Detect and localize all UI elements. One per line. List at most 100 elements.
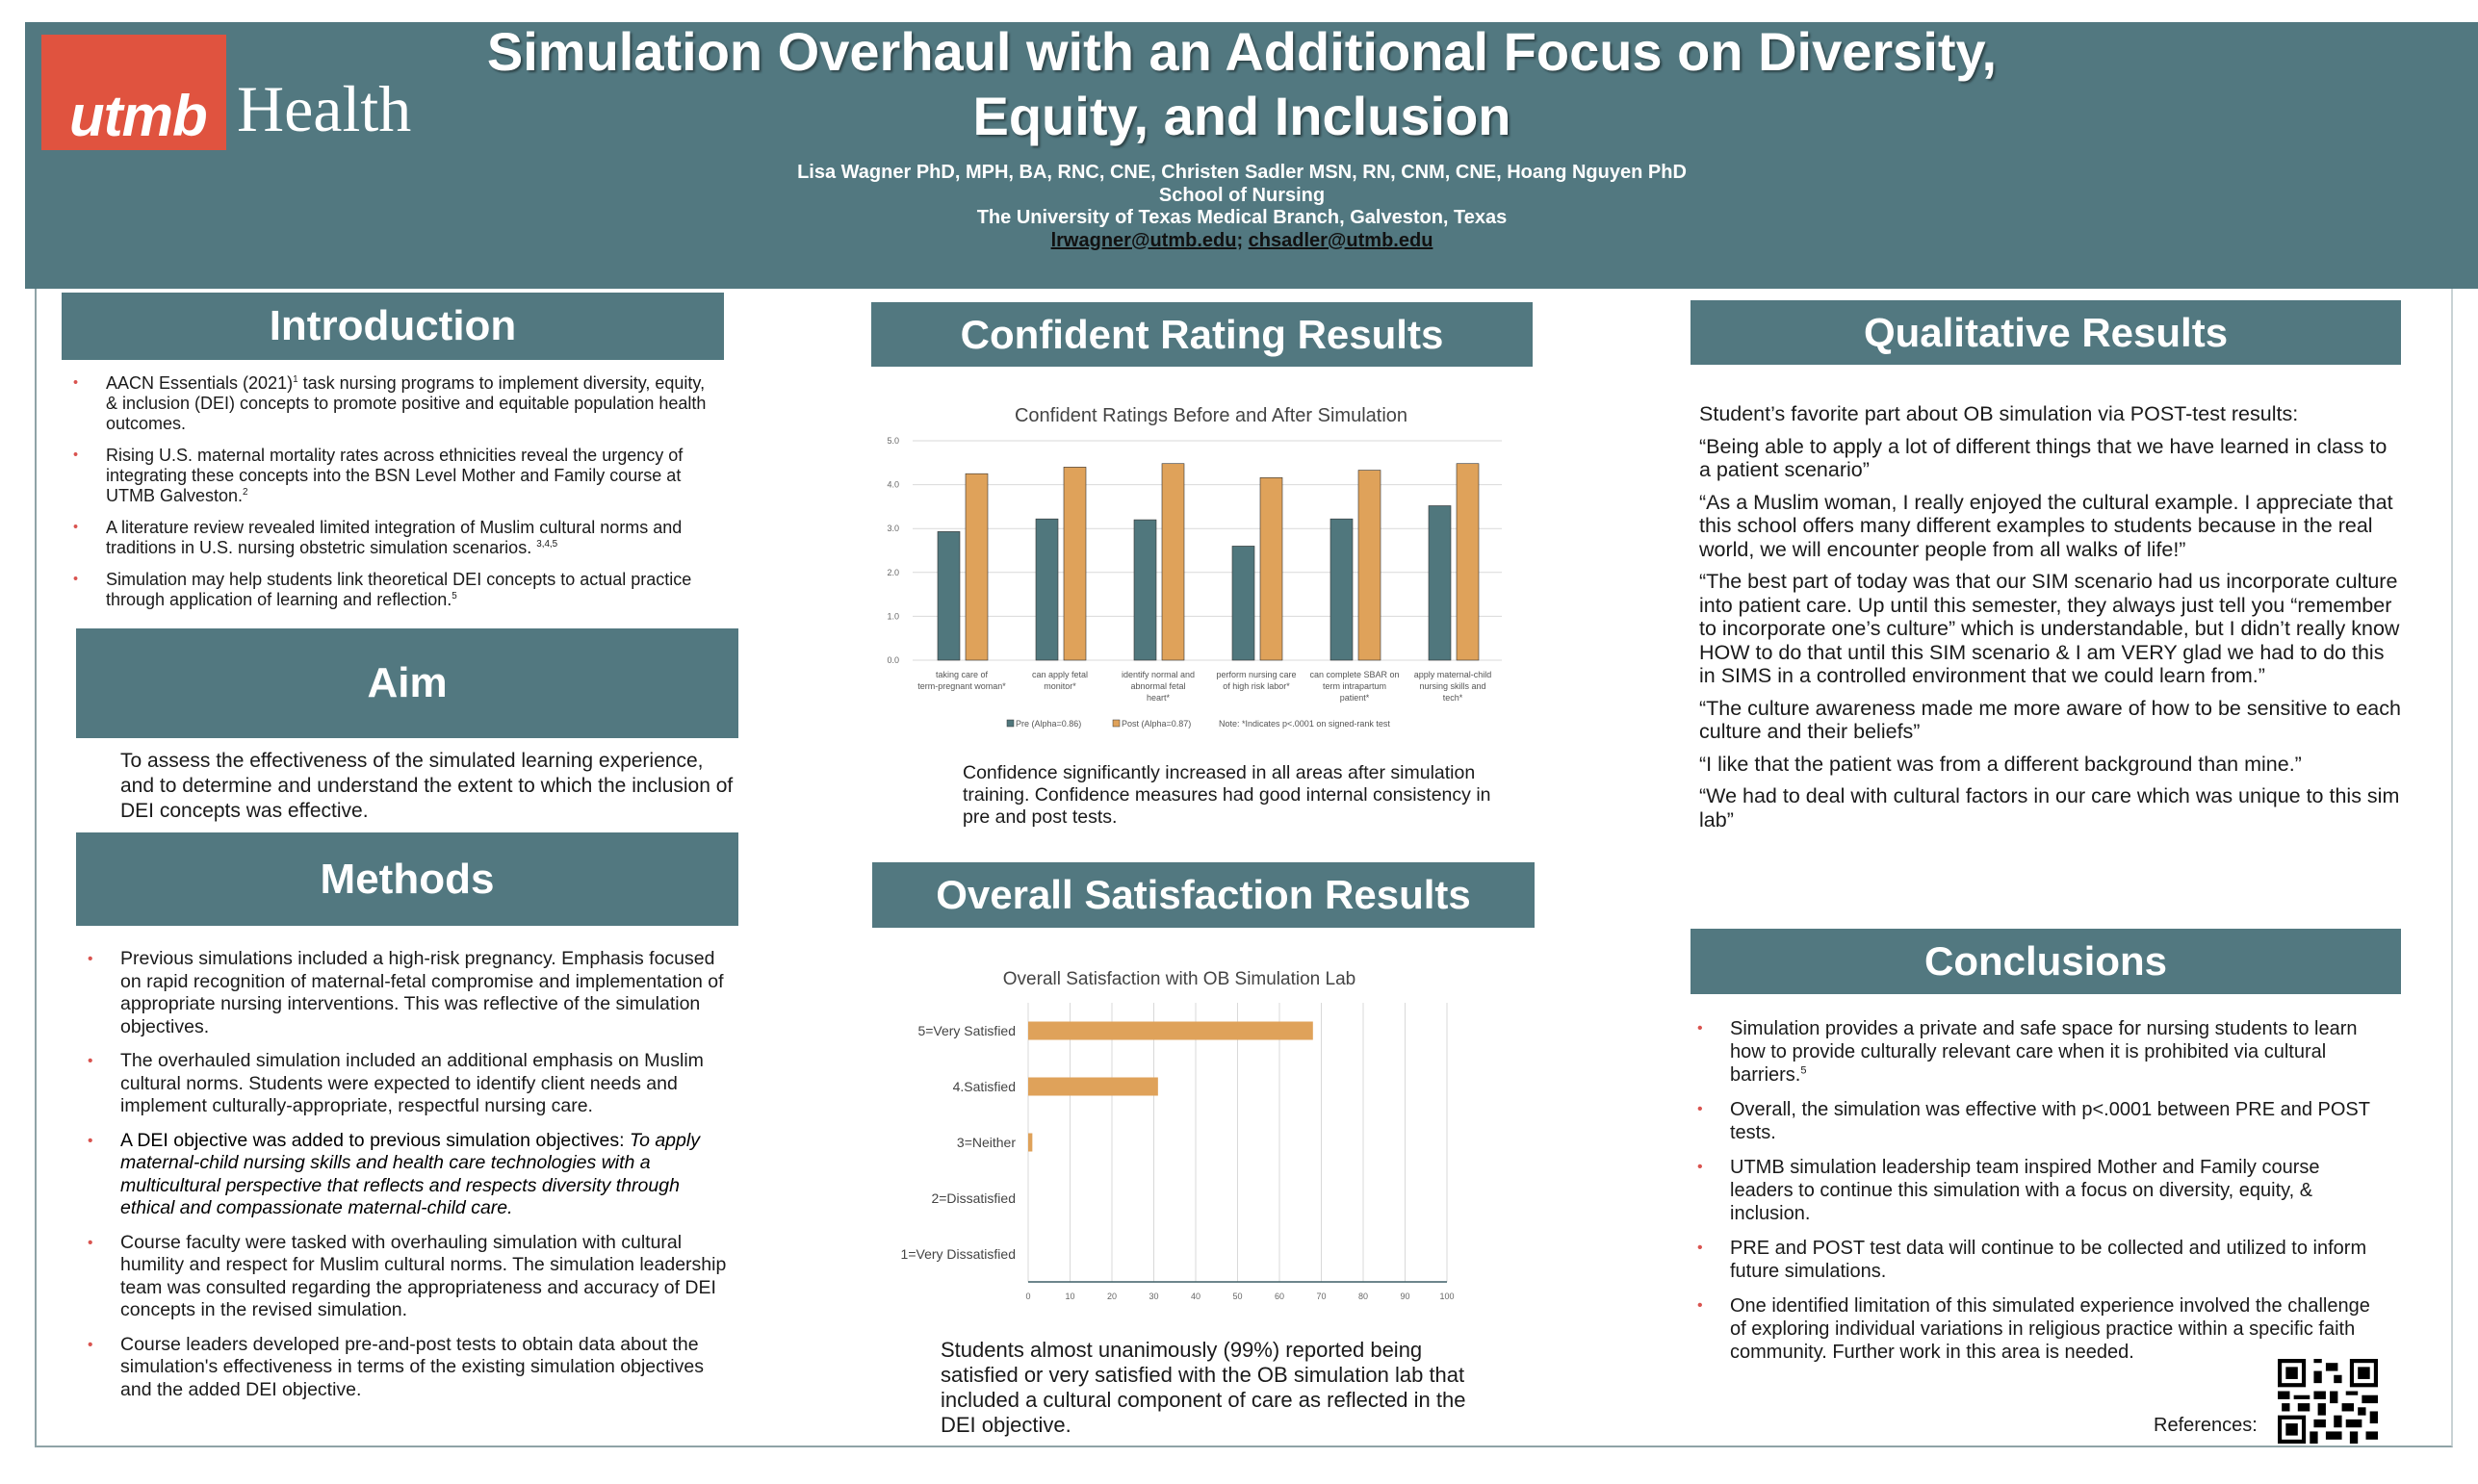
student-quote: “The best part of today was that our SIM… (1699, 570, 2400, 687)
qualitative-body: Student’s favorite part about OB simulat… (1699, 402, 2402, 840)
satisfaction-bar (1028, 1133, 1033, 1152)
y-tick-label: 2.0 (887, 568, 899, 577)
x-tick-label: tech* (1443, 693, 1463, 703)
authors: Lisa Wagner PhD, MPH, BA, RNC, CNE, Chri… (797, 162, 1687, 183)
list-item: The overhauled simulation included an ad… (88, 1050, 727, 1118)
chart-note: Note: *Indicates p<.0001 on signed-rank … (1219, 719, 1390, 729)
confident-ratings-chart: Confident Ratings Before and After Simul… (887, 405, 1502, 729)
email-link-sadler[interactable]: chsadler@utmb.edu (1248, 229, 1433, 251)
pre-bar (1329, 518, 1354, 661)
x-tick-label: abnormal fetal (1130, 681, 1185, 691)
list-item: PRE and POST test data will continue to … (1697, 1237, 2385, 1283)
list-item: One identified limitation of this simula… (1697, 1294, 2385, 1364)
qualitative-intro: Student’s favorite part about OB simulat… (1699, 402, 2299, 425)
bullet-text: AACN Essentials (2021) (106, 373, 294, 393)
x-tick-label: of high risk labor* (1223, 681, 1290, 691)
school: School of Nursing (1158, 184, 1326, 206)
bullet-text: A DEI objective was added to previous si… (120, 1129, 630, 1151)
author-block: Lisa Wagner PhD, MPH, BA, RNC, CNE, Chri… (578, 162, 1906, 252)
introduction-heading: Introduction (62, 293, 724, 360)
x-tick-label: 70 (1316, 1292, 1326, 1301)
list-item: A DEI objective was added to previous si… (88, 1129, 727, 1220)
methods-heading: Methods (76, 832, 738, 926)
student-quote: “The culture awareness made me more awar… (1699, 696, 2401, 744)
legend-swatch (1006, 719, 1015, 728)
references-label: References: (2154, 1415, 2258, 1436)
x-tick-label: perform nursing care (1216, 670, 1296, 679)
list-item: A literature review revealed limited int… (73, 518, 717, 558)
bullet-text: A literature review revealed limited int… (106, 518, 683, 557)
x-tick-label: 40 (1191, 1292, 1200, 1301)
student-quote: “We had to deal with cultural factors in… (1699, 784, 2400, 832)
post-bar (1161, 463, 1185, 661)
x-tick-label: 60 (1275, 1292, 1284, 1301)
y-tick-label: 1.0 (887, 611, 899, 621)
aim-heading: Aim (76, 628, 738, 738)
x-tick-label: identify normal and (1122, 670, 1195, 679)
email-link-wagner[interactable]: lrwagner@utmb.edu (1050, 229, 1237, 251)
post-bar (1357, 470, 1381, 661)
pre-bar (1428, 505, 1452, 661)
poster-title: Simulation Overhaul with an Additional F… (462, 19, 2022, 148)
conclusions-list: Simulation provides a private and safe s… (1697, 1017, 2385, 1375)
confident-caption: Confidence significantly increased in al… (963, 762, 1491, 828)
pre-bar (1133, 519, 1157, 661)
legend-label: Pre (Alpha=0.86) (1016, 719, 1081, 729)
x-tick-label: 30 (1149, 1292, 1158, 1301)
y-tick-label: 0.0 (887, 655, 899, 665)
post-bar (1063, 467, 1087, 661)
post-bar (1259, 477, 1283, 661)
y-tick-label: 3.0 (887, 524, 899, 533)
bullet-text: Rising U.S. maternal mortality rates acr… (106, 446, 684, 505)
bullet-text: task nursing programs to implement diver… (106, 373, 707, 433)
x-tick-label: 80 (1358, 1292, 1368, 1301)
y-tick-label: 5.0 (887, 436, 899, 446)
category-label: 1=Very Dissatisfied (901, 1246, 1016, 1262)
list-item: AACN Essentials (2021)1 task nursing pro… (73, 373, 717, 434)
pre-bar (937, 531, 961, 661)
satisfaction-bar (1028, 1077, 1158, 1096)
x-tick-label: can apply fetal (1032, 670, 1088, 679)
qualitative-heading: Qualitative Results (1691, 300, 2401, 365)
bullet-text: Simulation may help students link theore… (106, 570, 692, 609)
category-label: 4.Satisfied (953, 1079, 1016, 1094)
email-separator: ; (1236, 229, 1249, 251)
logo-health-text: Health (237, 72, 412, 145)
x-tick-label: apply maternal-child (1414, 670, 1492, 679)
bullet-text: Simulation provides a private and safe s… (1730, 1018, 2358, 1086)
list-item: UTMB simulation leadership team inspired… (1697, 1156, 2385, 1225)
y-tick-label: 4.0 (887, 480, 899, 490)
list-item: Simulation provides a private and safe s… (1697, 1017, 2385, 1087)
satisfaction-caption: Students almost unanimously (99%) report… (941, 1338, 1466, 1437)
x-tick-label: 0 (1025, 1292, 1030, 1301)
citation: 5 (1800, 1064, 1807, 1077)
x-tick-label: taking care of (936, 670, 989, 679)
x-tick-label: 20 (1107, 1292, 1117, 1301)
poster-frame (35, 279, 2453, 1447)
x-tick-label: 90 (1400, 1292, 1409, 1301)
x-tick-label: heart* (1147, 693, 1171, 703)
satisfaction-heading: Overall Satisfaction Results (872, 862, 1535, 928)
x-tick-label: nursing skills and (1419, 681, 1485, 691)
citation: 3,4,5 (536, 539, 558, 550)
chart-title: Overall Satisfaction with OB Simulation … (1003, 969, 1355, 989)
bullet-text: PRE and POST test data will continue to … (1730, 1238, 2367, 1282)
bullet-text: Overall, the simulation was effective wi… (1730, 1099, 2370, 1143)
category-label: 2=Dissatisfied (931, 1190, 1016, 1206)
post-bar (965, 473, 989, 661)
student-quote: “I like that the patient was from a diff… (1699, 752, 2302, 776)
list-item: Simulation may help students link theore… (73, 570, 717, 610)
list-item: Course faculty were tasked with overhaul… (88, 1232, 727, 1322)
aim-text: To assess the effectiveness of the simul… (120, 750, 734, 822)
bullet-text: The overhauled simulation included an ad… (120, 1050, 704, 1116)
x-tick-label: term-pregnant woman* (917, 681, 1006, 691)
satisfaction-bar (1028, 1021, 1313, 1040)
title-line-1: Simulation Overhaul with an Additional F… (486, 21, 1998, 82)
confident-heading: Confident Rating Results (871, 302, 1533, 367)
bullet-text: UTMB simulation leadership team inspired… (1730, 1157, 2320, 1224)
student-quote: “As a Muslim woman, I really enjoyed the… (1699, 490, 2393, 561)
citation: 5 (452, 591, 457, 601)
conclusions-heading: Conclusions (1691, 929, 2401, 994)
qr-code-icon[interactable] (2278, 1359, 2378, 1444)
legend-swatch (1112, 719, 1121, 728)
